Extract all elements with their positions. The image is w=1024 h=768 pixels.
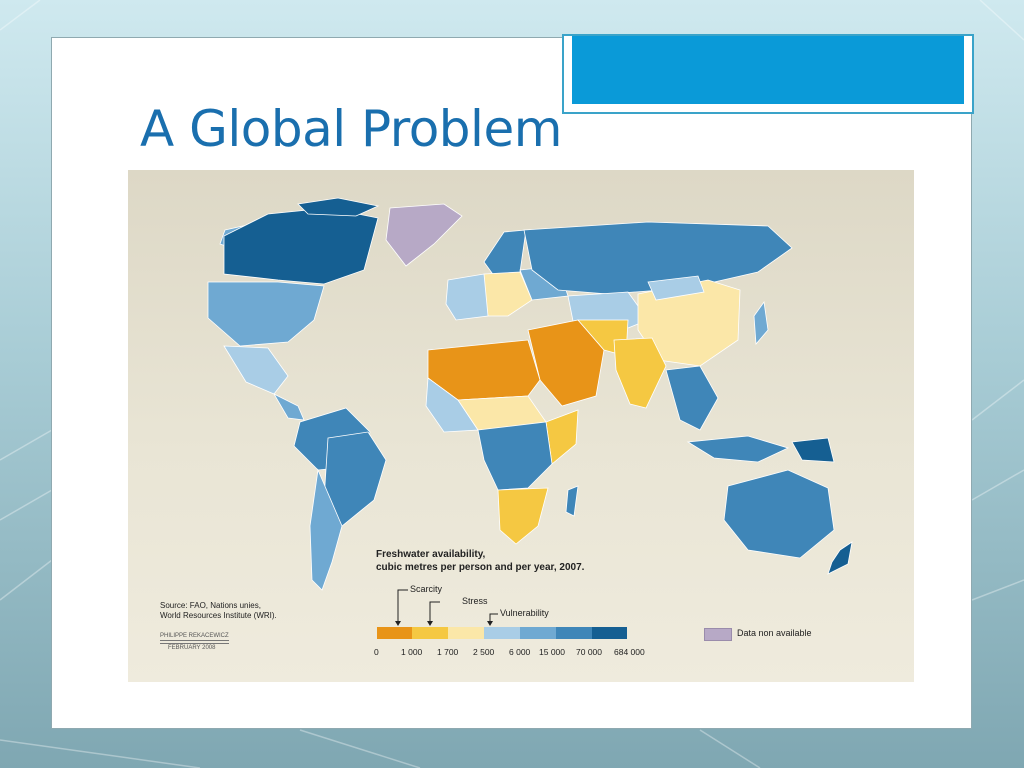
- scale-swatch-1: [412, 627, 448, 639]
- region-greenland: [385, 203, 463, 267]
- stress-label: Stress: [462, 596, 488, 606]
- region-madagascar: [565, 485, 579, 517]
- scale-swatch-5: [556, 627, 592, 639]
- legend-title-line1: Freshwater availability,: [376, 549, 486, 560]
- header-accent-fill: [572, 36, 964, 104]
- region-central-africa: [477, 421, 553, 491]
- region-australia: [723, 469, 835, 559]
- scale-swatch-3: [484, 627, 520, 639]
- map-credit: PHILIPPE REKACEWICZ FEBRUARY 2008: [160, 632, 229, 653]
- scale-swatch-2: [448, 627, 484, 639]
- region-canada-islands: [297, 197, 380, 217]
- scale-tick-0: 0: [374, 647, 379, 657]
- scale-tick-5: 15 000: [539, 647, 565, 657]
- region-new-zealand: [827, 541, 853, 575]
- region-southern-africa: [497, 487, 549, 545]
- header-accent-tab: [562, 34, 974, 114]
- legend-title: Freshwater availability, cubic metres pe…: [376, 548, 584, 574]
- world-map-panel: Freshwater availability, cubic metres pe…: [128, 170, 914, 682]
- region-new-guinea: [791, 437, 835, 463]
- region-southeast-asia: [665, 365, 719, 431]
- scale-tick-6: 70 000: [576, 647, 602, 657]
- vulnerability-label: Vulnerability: [500, 608, 549, 618]
- region-canada: [223, 207, 379, 285]
- slide-title: A Global Problem: [140, 100, 562, 158]
- no-data-swatch: [704, 628, 732, 641]
- no-data-label: Data non available: [737, 628, 812, 638]
- legend-title-line2: cubic metres per person and per year, 20…: [376, 562, 585, 573]
- region-mexico: [223, 345, 289, 395]
- slide-panel: A Global Problem: [51, 34, 974, 729]
- world-map: [207, 197, 853, 626]
- region-india: [613, 337, 667, 409]
- threshold-arrowheads: [395, 621, 493, 626]
- region-usa: [207, 281, 325, 347]
- scale-tick-3: 2 500: [473, 647, 495, 657]
- region-central-europe: [483, 271, 533, 317]
- source-line2: World Resources Institute (WRI).: [160, 611, 277, 620]
- region-west-africa: [425, 377, 479, 433]
- region-mongolia: [647, 275, 705, 301]
- scale-tick-7: 684 000: [614, 647, 645, 657]
- scale-tick-1: 1 000: [401, 647, 423, 657]
- map-source: Source: FAO, Nations unies, World Resour…: [160, 601, 277, 621]
- scale-tick-2: 1 700: [437, 647, 459, 657]
- scale-swatch-0: [377, 627, 412, 639]
- scale-tick-4: 6 000: [509, 647, 531, 657]
- region-china: [637, 279, 741, 367]
- scale-swatch-4: [520, 627, 556, 639]
- credit-author: PHILIPPE REKACEWICZ: [160, 633, 229, 641]
- credit-date: FEBRUARY 2008: [160, 643, 229, 653]
- scarcity-label: Scarcity: [410, 584, 443, 594]
- region-japan: [753, 300, 769, 345]
- region-indonesia: [686, 435, 790, 463]
- region-russia: [523, 221, 793, 295]
- region-central-america: [272, 393, 305, 421]
- region-southern-cone: [309, 468, 343, 591]
- scale-swatch-6: [592, 627, 627, 639]
- source-line1: Source: FAO, Nations unies,: [160, 601, 261, 610]
